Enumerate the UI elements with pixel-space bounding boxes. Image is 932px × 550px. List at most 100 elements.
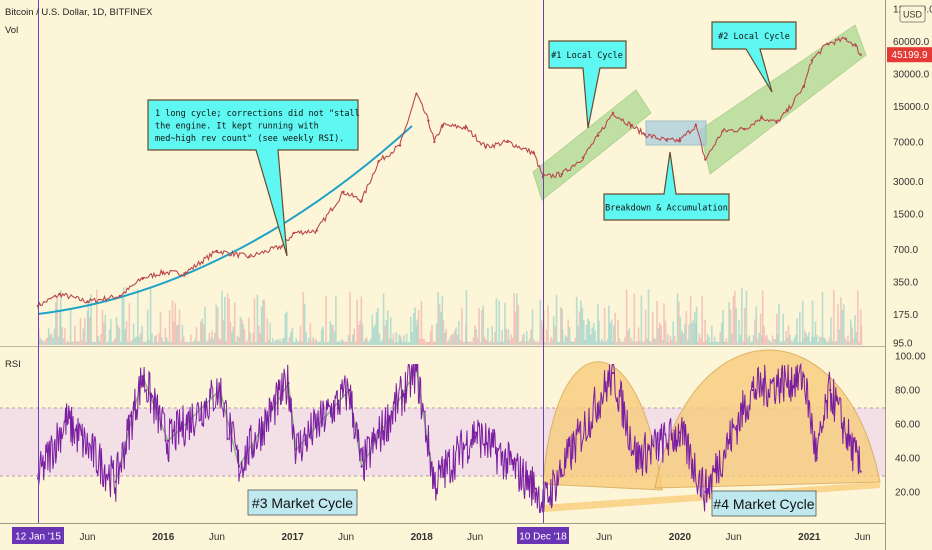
volume-bar: [472, 337, 475, 345]
price-point: [464, 126, 467, 129]
volume-bar: [94, 342, 97, 345]
volume-bar: [686, 340, 689, 345]
volume-bar: [752, 334, 755, 345]
volume-bar: [749, 342, 752, 345]
price-point: [141, 277, 144, 280]
volume-bar: [349, 291, 351, 345]
volume-bar: [841, 310, 844, 345]
volume-bar: [88, 317, 91, 345]
volume-bar: [639, 340, 641, 345]
rsi-tick-label: 100.00: [895, 352, 926, 363]
callout-long-cycle-text: 1 long cycle; corrections did not "stall: [155, 109, 360, 119]
volume-bar: [533, 341, 536, 345]
volume-bar: [42, 340, 44, 345]
volume-bar: [192, 341, 195, 345]
time-tick-label: Jun: [596, 532, 612, 543]
volume-bar: [547, 305, 549, 345]
volume-bar: [273, 342, 276, 345]
volume-bar: [643, 341, 645, 345]
volume-bar: [598, 320, 600, 345]
volume-bar: [660, 325, 662, 345]
volume-bar: [558, 341, 561, 345]
volume-bar: [577, 326, 579, 345]
price-tick-label: 95.0: [893, 339, 913, 350]
volume-bar: [458, 320, 460, 345]
volume-bar: [441, 295, 444, 345]
volume-bar: [216, 307, 219, 345]
volume-bar: [121, 297, 124, 345]
volume-bar: [659, 322, 661, 345]
volume-bar: [332, 324, 334, 345]
volume-bar: [236, 335, 239, 345]
volume-bar: [138, 337, 140, 345]
currency-button[interactable]: [899, 5, 926, 23]
price-point: [844, 37, 847, 40]
volume-bar: [563, 341, 565, 345]
volume-bar: [432, 341, 435, 345]
volume-bar: [779, 341, 782, 345]
volume-bar: [507, 329, 510, 345]
volume-bar: [741, 288, 743, 345]
volume-bar: [252, 332, 254, 345]
volume-bar: [174, 303, 177, 345]
volume-bar: [653, 337, 655, 345]
volume-bar: [838, 329, 841, 345]
volume-bar: [796, 318, 798, 345]
volume-bar: [785, 331, 787, 345]
volume-bar: [583, 319, 585, 345]
volume-bar: [365, 337, 368, 345]
volume-bar: [531, 309, 534, 345]
price-tick-label: 700.0: [893, 245, 918, 256]
volume-bar: [148, 339, 150, 345]
volume-bar: [78, 341, 80, 345]
volume-bar: [831, 340, 834, 345]
volume-bar: [316, 341, 319, 345]
volume-bar: [93, 341, 95, 345]
time-tick-label: 2021: [798, 532, 821, 543]
volume-bar: [724, 342, 726, 345]
volume-bar: [277, 340, 280, 345]
volume-bar: [367, 340, 369, 345]
volume-bar: [603, 308, 606, 345]
volume-bar: [602, 341, 604, 345]
volume-bar: [754, 319, 756, 345]
volume-bar: [743, 307, 746, 345]
rsi-axis[interactable]: 100.00 80.00 60.00 40.00 20.00: [895, 352, 926, 499]
volume-bar: [302, 292, 305, 345]
volume-bar: [208, 333, 211, 345]
rsi-point: [415, 368, 418, 371]
time-axis[interactable]: Jun 2016 Jun 2017 Jun 2018 Jun Jun 2020 Jun 2021 Ju…: [12, 527, 871, 544]
volume-bar: [739, 334, 742, 345]
volume-bar: [851, 327, 853, 345]
volume-bar: [265, 342, 267, 345]
volume-bar: [566, 337, 568, 345]
volume-bar: [374, 324, 376, 345]
volume-bar: [372, 327, 375, 345]
volume-bar: [673, 335, 676, 345]
volume-bar: [361, 323, 364, 345]
callout-long-cycle-text: med~high rev count" (see weekly RSI).: [155, 134, 344, 144]
volume-bar: [423, 339, 426, 345]
volume-bar: [561, 328, 564, 345]
volume-bar: [570, 341, 572, 345]
volume-bar: [290, 331, 292, 345]
volume-bar: [656, 300, 658, 345]
volume-bar: [452, 334, 455, 345]
volume-bar: [200, 321, 202, 345]
volume-bar: [787, 324, 790, 345]
volume-bar: [751, 341, 753, 345]
volume-bar: [61, 327, 63, 345]
volume-bar: [152, 341, 155, 345]
volume-bar: [700, 338, 702, 345]
volume-bar: [552, 316, 555, 345]
volume-bar: [47, 327, 50, 345]
volume-bar: [510, 334, 513, 345]
volume-bar: [661, 339, 664, 345]
volume-bar: [154, 336, 156, 345]
volume-bar: [497, 342, 499, 345]
volume-bar: [482, 305, 485, 345]
volume-bar: [356, 299, 358, 345]
volume-bar: [474, 325, 476, 345]
volume-bar: [81, 340, 83, 345]
volume-bar: [475, 329, 478, 345]
